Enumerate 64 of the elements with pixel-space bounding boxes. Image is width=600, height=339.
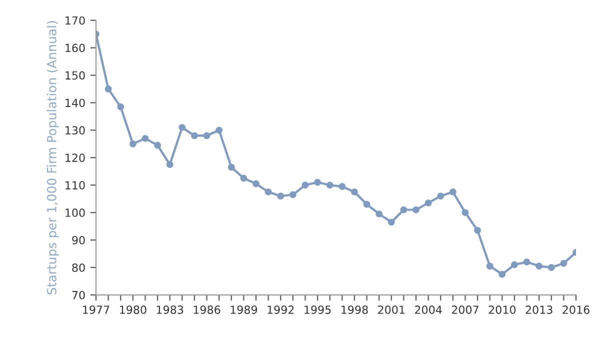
point [510, 261, 518, 268]
x-tick-label: 1992 [268, 306, 294, 314]
y-tick-label: 140 [66, 98, 85, 108]
point [400, 206, 408, 214]
point [363, 200, 370, 208]
point [548, 264, 555, 271]
point [190, 132, 198, 140]
point [166, 161, 174, 168]
x-tick-label: 1983 [156, 306, 184, 314]
y-tick-label: 120 [66, 154, 85, 162]
point [350, 188, 358, 196]
x-tick-label: 2004 [414, 306, 442, 314]
point [376, 210, 383, 218]
point [437, 192, 444, 200]
point [154, 142, 162, 149]
point [560, 260, 568, 267]
x-tick-label: 2001 [378, 306, 404, 314]
point [264, 188, 272, 196]
point [523, 258, 530, 266]
x-tick-label: 1995 [304, 306, 331, 314]
point [240, 174, 248, 182]
point [129, 140, 136, 148]
point [203, 132, 210, 140]
point [326, 182, 334, 189]
y-tick-label: 80 [72, 263, 85, 272]
point [252, 180, 260, 188]
point [462, 209, 469, 216]
point [412, 206, 420, 214]
point [314, 178, 322, 186]
point [388, 218, 395, 226]
x-tick-label: 2010 [488, 306, 516, 314]
point [338, 182, 346, 190]
y-tick-label: 130 [66, 126, 85, 135]
point [104, 86, 112, 92]
point [228, 164, 235, 171]
x-tick-label: 2013 [526, 306, 552, 314]
point [216, 126, 223, 134]
x-tick-label: 2016 [562, 306, 590, 314]
y-tick-label: 70 [72, 290, 85, 300]
y-axis-title: Startups per 1,000 Firm Population (Annual) [46, 21, 59, 294]
x-tick-label: 1998 [342, 306, 368, 314]
x-tick-label: 2007 [452, 306, 478, 314]
y-tick-label: 110 [66, 181, 85, 190]
point [117, 103, 124, 110]
x-tick-label: 1977 [83, 306, 110, 314]
y-tick-label: 100 [66, 208, 85, 217]
y-tick-label: 150 [66, 71, 85, 80]
y-tick-label: 170 [66, 16, 85, 25]
point [302, 182, 309, 189]
point [449, 188, 456, 196]
x-tick-label: 1989 [230, 306, 258, 314]
point [424, 199, 432, 206]
point [142, 134, 149, 142]
point [498, 270, 506, 278]
point [289, 191, 296, 198]
y-tick-label: 90 [72, 236, 85, 244]
y-tick-label: 160 [66, 44, 85, 52]
point [536, 262, 543, 270]
x-tick-label: 1980 [120, 306, 146, 314]
x-tick-label: 1986 [194, 306, 220, 314]
point [277, 192, 284, 200]
point [486, 262, 494, 270]
point [474, 226, 482, 234]
point [178, 124, 186, 131]
